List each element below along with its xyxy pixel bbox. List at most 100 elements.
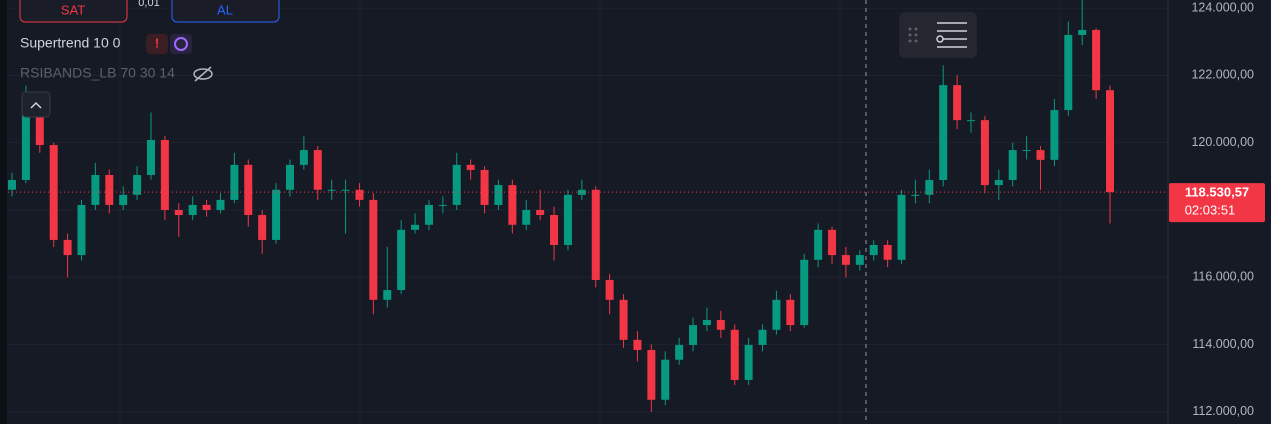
candle-body bbox=[1036, 150, 1045, 160]
candle-body bbox=[550, 215, 559, 245]
candle-body bbox=[313, 150, 322, 190]
candle-body bbox=[327, 189, 336, 191]
candle-body bbox=[536, 209, 545, 216]
indicator-label[interactable]: Supertrend 10 0 bbox=[20, 35, 121, 51]
candle-body bbox=[1106, 90, 1114, 193]
error-badge[interactable] bbox=[146, 34, 168, 54]
candle-body bbox=[160, 139, 169, 210]
candle-body bbox=[883, 244, 892, 260]
candle-body bbox=[716, 320, 725, 330]
candle-body bbox=[105, 174, 114, 205]
candle-body bbox=[897, 194, 906, 260]
candle-body bbox=[452, 164, 461, 205]
buy-button[interactable] bbox=[171, 0, 280, 23]
candle-body bbox=[133, 174, 142, 195]
candle-body bbox=[63, 239, 72, 256]
hidden-icon[interactable] bbox=[193, 66, 213, 82]
candle-body bbox=[508, 185, 517, 225]
countdown: 02:03:51 bbox=[1185, 203, 1236, 218]
refresh-icon bbox=[174, 37, 188, 51]
spread: 0,01 bbox=[138, 0, 159, 9]
candle-body bbox=[119, 194, 128, 205]
candle-body bbox=[272, 189, 281, 240]
candle-body bbox=[661, 359, 670, 400]
candle-body bbox=[480, 169, 489, 205]
candle-body bbox=[174, 209, 183, 216]
candle-body bbox=[1008, 150, 1017, 181]
candle-body bbox=[967, 120, 976, 122]
candle-body bbox=[91, 174, 100, 205]
y-tick-label: 112.000,00 bbox=[1192, 404, 1254, 418]
candle-body bbox=[814, 229, 823, 260]
last-price-tag bbox=[1169, 183, 1265, 223]
candle-body bbox=[341, 189, 350, 191]
candle-body bbox=[355, 189, 364, 200]
y-tick-label: 124.000,00 bbox=[1191, 0, 1254, 14]
candle-body bbox=[619, 299, 628, 340]
candle-body bbox=[466, 164, 475, 170]
candle-body bbox=[383, 290, 392, 300]
chevron-up bbox=[30, 101, 42, 109]
sell-label: SAT bbox=[61, 2, 85, 17]
y-tick-label: 122.000,00 bbox=[1191, 68, 1254, 82]
candles bbox=[0, 0, 1168, 412]
candle-body bbox=[744, 344, 753, 380]
candle-body bbox=[8, 180, 16, 190]
candle-body bbox=[438, 204, 447, 206]
candle-body bbox=[563, 194, 572, 245]
candle-body bbox=[1064, 34, 1073, 111]
candle-body bbox=[397, 229, 406, 291]
candle-body bbox=[411, 224, 420, 230]
last-price-label: 118.530,57 bbox=[1185, 185, 1249, 200]
candle-body bbox=[828, 229, 837, 256]
candle-body bbox=[35, 94, 44, 146]
y-tick-label: 120.000,00 bbox=[1191, 135, 1254, 149]
vertical-grid bbox=[119, 0, 1061, 424]
candle-body bbox=[786, 299, 795, 326]
candle-body bbox=[730, 329, 739, 380]
sell-button[interactable] bbox=[19, 0, 128, 23]
y-tick-label: 114.000,00 bbox=[1192, 337, 1254, 351]
candle-body bbox=[494, 185, 503, 205]
candle-body bbox=[49, 145, 58, 240]
candle-body bbox=[1092, 29, 1101, 91]
candle-body bbox=[633, 339, 642, 350]
candle-body bbox=[188, 204, 197, 216]
candle-body bbox=[424, 204, 433, 225]
candle-body bbox=[869, 244, 878, 256]
candle-body bbox=[855, 255, 864, 265]
candle-body bbox=[77, 204, 86, 256]
drag-handle bbox=[908, 27, 918, 43]
indicator-label[interactable]: RSIBANDS_LB 70 30 14 bbox=[20, 65, 175, 81]
menu-icon bbox=[936, 22, 967, 48]
candle-body bbox=[369, 199, 378, 300]
candle-body bbox=[1050, 110, 1059, 160]
candle-body bbox=[911, 194, 920, 196]
left-edge bbox=[0, 0, 7, 424]
candle-body bbox=[925, 180, 934, 195]
collapse-button[interactable] bbox=[21, 91, 51, 118]
candle-body bbox=[772, 299, 781, 330]
candle-body bbox=[758, 329, 767, 345]
candle-body bbox=[522, 209, 531, 225]
candle-body bbox=[800, 259, 809, 326]
refresh-badge[interactable] bbox=[170, 34, 192, 54]
candle-body bbox=[647, 349, 656, 400]
candle-body bbox=[244, 164, 253, 216]
candle-body bbox=[841, 255, 850, 265]
y-tick-label: 116.000,00 bbox=[1192, 270, 1254, 284]
buy-label: AL bbox=[217, 2, 233, 17]
candle-body bbox=[980, 120, 989, 186]
candle-body bbox=[605, 279, 614, 300]
candle-body bbox=[591, 189, 600, 280]
candle-body bbox=[146, 139, 155, 175]
candle-body bbox=[675, 344, 684, 360]
eye bbox=[193, 68, 213, 80]
candle-body bbox=[216, 199, 225, 210]
candle-body bbox=[577, 189, 586, 195]
candle-body bbox=[202, 204, 211, 210]
candle-body bbox=[21, 94, 30, 181]
